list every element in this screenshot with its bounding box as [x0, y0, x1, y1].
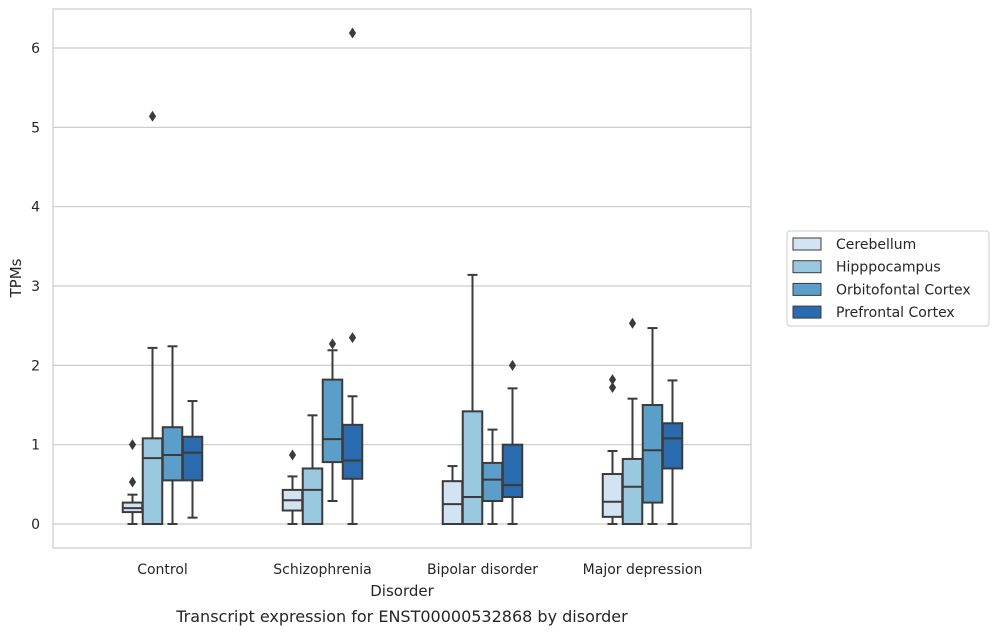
iqr-box: [621, 457, 644, 525]
box-cerebellum: [601, 374, 624, 525]
iqr-box: [321, 378, 344, 464]
x-tick-label: Control: [137, 562, 188, 578]
box-orbitofontal-cortex: [161, 345, 184, 525]
legend-swatch: [792, 305, 822, 319]
legend-swatch: [792, 237, 822, 251]
y-tick-label: 1: [31, 438, 40, 454]
legend-label: Cerebellum: [836, 237, 916, 253]
iqr-box: [481, 461, 504, 502]
legend-items: Cerebellum Hipppocampus Orbitofontal Corte…: [792, 237, 971, 321]
box-hipppocampus: [461, 273, 484, 526]
chart-caption: Transcript expression for ENST0000053286…: [175, 607, 628, 626]
box-hipppocampus: [621, 317, 644, 525]
legend-label: Orbitofontal Cortex: [836, 282, 971, 298]
iqr-box: [181, 435, 204, 482]
box-prefrontal-cortex: [341, 27, 364, 525]
y-tick-label: 5: [31, 120, 40, 136]
y-tick-label: 2: [31, 358, 40, 374]
x-tick-label: Schizophrenia: [273, 562, 371, 578]
outlier-point: [128, 439, 137, 451]
box-orbitofontal-cortex: [321, 338, 344, 502]
box-hipppocampus: [141, 110, 164, 526]
legend-swatch: [792, 260, 822, 274]
box-orbitofontal-cortex: [641, 327, 664, 525]
outlier-point: [608, 374, 617, 386]
box-orbitofontal-cortex: [481, 428, 504, 525]
y-tick-labels: 0 1 2 3 4 5 6: [31, 41, 40, 533]
plot-frame: [52, 8, 752, 549]
iqr-box: [641, 404, 664, 504]
iqr-box: [161, 426, 184, 482]
box-prefrontal-cortex: [181, 400, 204, 519]
legend: Cerebellum Hipppocampus Orbitofontal Corte…: [786, 230, 990, 327]
legend-swatch: [792, 282, 822, 296]
outlier-point: [628, 317, 637, 329]
outlier-point: [348, 27, 357, 39]
y-tick-label: 6: [31, 41, 40, 57]
iqr-box: [461, 410, 484, 526]
x-tick-labels: Control Schizophrenia Bipolar disorder Majo…: [137, 562, 702, 578]
outlier-point: [508, 359, 517, 371]
x-axis-label: Disorder: [370, 582, 434, 600]
box-cerebellum: [121, 439, 144, 525]
y-tick-label: 3: [31, 279, 40, 295]
outlier-point: [608, 382, 617, 394]
x-tick-label: Major depression: [583, 562, 703, 578]
box-prefrontal-cortex: [661, 379, 684, 525]
outlier-point: [148, 110, 157, 122]
iqr-box: [141, 437, 164, 526]
y-tick-label: 0: [31, 517, 40, 533]
x-tick-label: Bipolar disorder: [427, 562, 538, 578]
box-hipppocampus: [301, 414, 324, 525]
legend-frame: [786, 230, 990, 327]
boxes: [121, 27, 684, 526]
iqr-box: [441, 480, 464, 526]
iqr-box: [341, 423, 364, 480]
box-prefrontal-cortex: [501, 359, 524, 525]
outlier-point: [328, 338, 337, 350]
outlier-point: [288, 449, 297, 461]
outlier-point: [348, 332, 357, 344]
y-tick-label: 4: [31, 200, 40, 216]
outlier-point: [128, 476, 137, 488]
box-cerebellum: [441, 465, 464, 526]
iqr-box: [501, 443, 524, 499]
box-cerebellum: [281, 449, 304, 525]
y-axis-label: TPMs: [7, 258, 25, 298]
legend-label: Prefrontal Cortex: [836, 305, 955, 321]
legend-label: Hipppocampus: [836, 260, 941, 276]
iqr-box: [301, 467, 324, 525]
iqr-box: [661, 422, 684, 470]
iqr-box: [601, 473, 624, 518]
